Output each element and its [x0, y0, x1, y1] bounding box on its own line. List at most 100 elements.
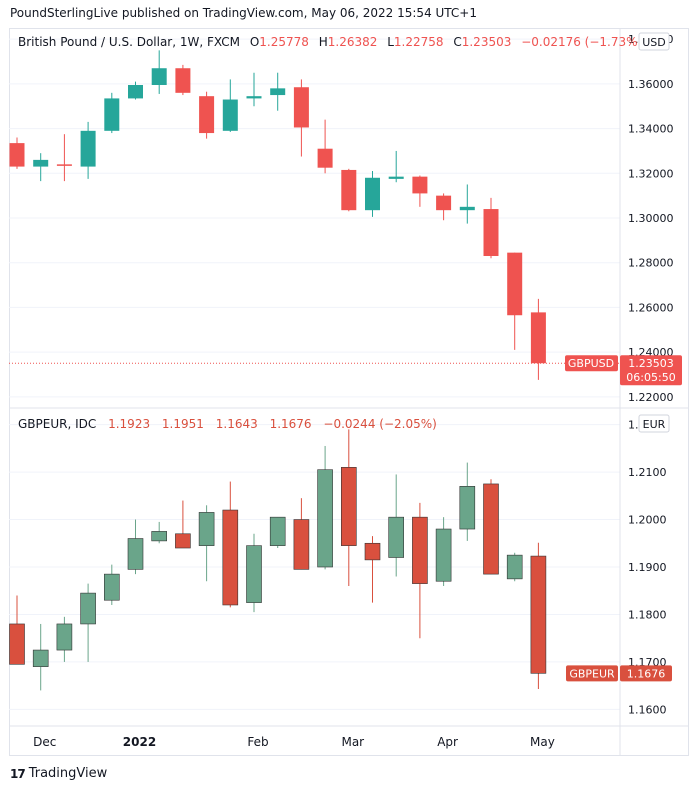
- gbpusd-candle-body: [80, 130, 96, 167]
- gbpusd-candle-body: [412, 176, 428, 194]
- gbpeur-candle[interactable]: [483, 479, 499, 575]
- gbpusd-candle[interactable]: [412, 175, 428, 207]
- gbpeur-candle[interactable]: [151, 521, 167, 544]
- gbpusd-candle[interactable]: [104, 92, 120, 134]
- gbpeur-candle-body: [435, 528, 452, 582]
- gbpusd-price-tick: 1.36000: [628, 78, 674, 91]
- currency-badge-usd-text: USD: [642, 36, 666, 49]
- gbpeur-candle[interactable]: [293, 498, 310, 570]
- gbpeur-candle[interactable]: [340, 429, 357, 586]
- gbpeur-candle[interactable]: [364, 536, 381, 603]
- gbpeur-candle[interactable]: [127, 519, 144, 575]
- gbpeur-candle[interactable]: [246, 533, 262, 613]
- gbpusd-price-axis: 1.380001.360001.340001.320001.300001.280…: [628, 33, 674, 404]
- gbpusd-candles: [9, 50, 546, 380]
- gbpusd-price-tick: 1.26000: [628, 301, 674, 314]
- time-axis-label: Dec: [33, 735, 56, 749]
- gbpusd-candle-body: [151, 68, 167, 85]
- gbpusd-candle-body: [128, 85, 143, 99]
- gbpeur-candle[interactable]: [198, 505, 215, 582]
- gbpusd-candle-body: [222, 99, 238, 131]
- currency-badge-eur-text: EUR: [643, 418, 666, 431]
- gbpusd-candle[interactable]: [341, 168, 357, 212]
- gbpusd-candle[interactable]: [199, 91, 215, 139]
- gbpusd-candle[interactable]: [388, 150, 404, 183]
- gbpusd-symbol-tag-text: GBPUSD: [568, 357, 614, 370]
- svg-text:GBPEUR, IDC 1.1923 1.1: GBPEUR, IDC 1.1923 1.1951 1.1643 1.1676 …: [18, 417, 437, 431]
- gbpeur-candle[interactable]: [530, 542, 547, 689]
- gbpusd-candle-body: [317, 148, 333, 168]
- gbpeur-candle-body: [483, 483, 499, 575]
- gbpeur-symbol-tag: [566, 665, 618, 682]
- gbpeur-candle[interactable]: [56, 616, 73, 662]
- legend-low-label: L: [387, 35, 394, 49]
- gbpusd-candle-body: [507, 252, 523, 316]
- gbpusd-candle[interactable]: [270, 72, 286, 111]
- gbpusd-price-tick: 1.30000: [628, 212, 674, 225]
- gbpeur-last-price-text: 1.1676: [627, 667, 666, 680]
- gbpeur-candle-body: [530, 555, 547, 674]
- gbpeur-candle[interactable]: [175, 500, 191, 549]
- gbpusd-candle[interactable]: [483, 197, 499, 259]
- currency-badge-eur[interactable]: [638, 414, 670, 433]
- gbpusd-candle[interactable]: [151, 50, 167, 94]
- gbpeur-legend-open: 1.1923: [108, 417, 150, 431]
- gbpusd-price-tick: 1.22000: [628, 391, 674, 404]
- currency-badge-usd[interactable]: [638, 32, 670, 51]
- gbpusd-candle-body: [199, 96, 215, 134]
- gbpusd-candle[interactable]: [56, 134, 72, 182]
- gbpeur-candle[interactable]: [459, 462, 476, 541]
- gbpeur-candles: [9, 429, 547, 691]
- gbpusd-candle[interactable]: [530, 298, 546, 380]
- gbpeur-candle[interactable]: [269, 516, 286, 549]
- tradingview-brand-text: TradingView: [28, 766, 108, 781]
- gbpeur-candle-body: [364, 542, 381, 561]
- tradingview-logo-icon: 17: [10, 766, 26, 781]
- time-axis: Dec 2022 Feb Mar Apr May: [33, 735, 555, 749]
- gbpeur-symbol-tag-text: GBPEUR: [569, 667, 615, 680]
- gbpeur-candle[interactable]: [412, 502, 428, 639]
- gbpusd-candle-body: [9, 143, 25, 167]
- gbpeur-candle[interactable]: [222, 481, 239, 608]
- gbpusd-candle[interactable]: [293, 79, 309, 157]
- gbpeur-candle[interactable]: [388, 474, 405, 577]
- gbpeur-candle[interactable]: [506, 552, 523, 582]
- gbpeur-candle[interactable]: [32, 623, 49, 691]
- gbpusd-candle-body: [459, 206, 475, 211]
- gbpusd-candle[interactable]: [222, 79, 238, 132]
- gbpeur-candle[interactable]: [104, 564, 120, 605]
- gbpusd-candle[interactable]: [175, 64, 191, 96]
- gbpusd-candle[interactable]: [365, 171, 380, 217]
- gbpusd-candle-body: [270, 88, 286, 96]
- gbpeur-candle-body: [412, 516, 428, 584]
- footer-brand[interactable]: 17 TradingView: [10, 766, 107, 781]
- gbpeur-candle[interactable]: [9, 595, 25, 665]
- time-axis-label: Apr: [437, 735, 458, 749]
- gbpeur-price-tick: 1.1600: [628, 703, 667, 716]
- gbpusd-candle[interactable]: [459, 184, 475, 224]
- gbpeur-candle-body: [9, 623, 25, 665]
- gbpeur-candle-body: [459, 486, 476, 530]
- gbpusd-candle[interactable]: [317, 119, 333, 174]
- gbpeur-candle[interactable]: [317, 445, 333, 570]
- gbpusd-candle[interactable]: [436, 193, 452, 221]
- gbpeur-candle-body: [151, 531, 167, 542]
- gbpeur-legend-title: GBPEUR, IDC: [18, 417, 96, 431]
- gbpusd-candle[interactable]: [507, 252, 523, 350]
- gbpeur-candle-body: [388, 516, 405, 558]
- gbpusd-candle[interactable]: [80, 121, 96, 179]
- gbpusd-candle-body: [365, 177, 380, 211]
- gbpusd-candle[interactable]: [128, 81, 143, 100]
- gbpusd-candle-body: [530, 312, 546, 364]
- gbpusd-candle[interactable]: [246, 72, 262, 107]
- legend-high-label: H: [319, 35, 328, 49]
- legend-open-label: O: [250, 35, 259, 49]
- gbpusd-candle-body: [175, 68, 191, 93]
- gbpusd-candle-body: [483, 209, 499, 256]
- gbpusd-candle[interactable]: [33, 153, 49, 182]
- time-axis-label: 2022: [123, 735, 156, 749]
- gbpeur-candle[interactable]: [435, 517, 452, 586]
- gbpusd-candle[interactable]: [9, 137, 25, 169]
- gbpeur-candle[interactable]: [80, 583, 96, 662]
